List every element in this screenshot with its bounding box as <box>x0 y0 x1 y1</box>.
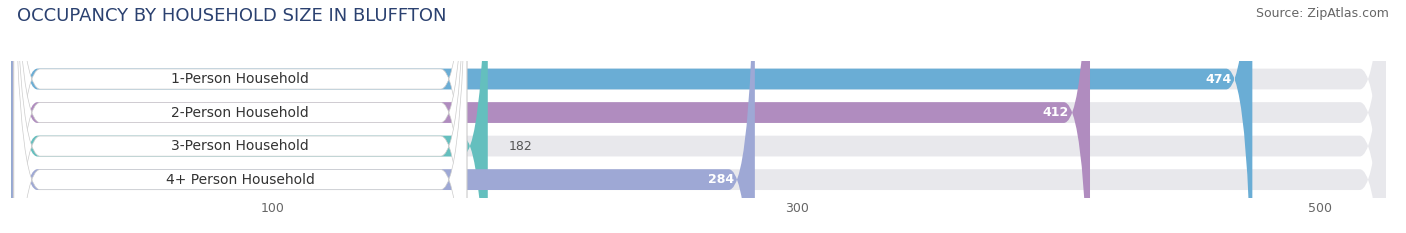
Text: 474: 474 <box>1205 72 1232 86</box>
FancyBboxPatch shape <box>11 0 1386 233</box>
Text: 1-Person Household: 1-Person Household <box>172 72 309 86</box>
FancyBboxPatch shape <box>11 0 1253 233</box>
Text: 2-Person Household: 2-Person Household <box>172 106 309 120</box>
FancyBboxPatch shape <box>14 0 467 233</box>
Text: OCCUPANCY BY HOUSEHOLD SIZE IN BLUFFTON: OCCUPANCY BY HOUSEHOLD SIZE IN BLUFFTON <box>17 7 446 25</box>
Text: 3-Person Household: 3-Person Household <box>172 139 309 153</box>
FancyBboxPatch shape <box>14 0 467 233</box>
Text: 412: 412 <box>1043 106 1069 119</box>
FancyBboxPatch shape <box>11 0 1386 233</box>
Text: 4+ Person Household: 4+ Person Household <box>166 173 315 187</box>
FancyBboxPatch shape <box>11 0 488 233</box>
FancyBboxPatch shape <box>14 0 467 233</box>
FancyBboxPatch shape <box>11 0 1386 233</box>
Text: Source: ZipAtlas.com: Source: ZipAtlas.com <box>1256 7 1389 20</box>
FancyBboxPatch shape <box>14 0 467 233</box>
FancyBboxPatch shape <box>11 0 1090 233</box>
FancyBboxPatch shape <box>11 0 1386 233</box>
FancyBboxPatch shape <box>11 0 755 233</box>
Text: 182: 182 <box>509 140 533 153</box>
Text: 284: 284 <box>707 173 734 186</box>
